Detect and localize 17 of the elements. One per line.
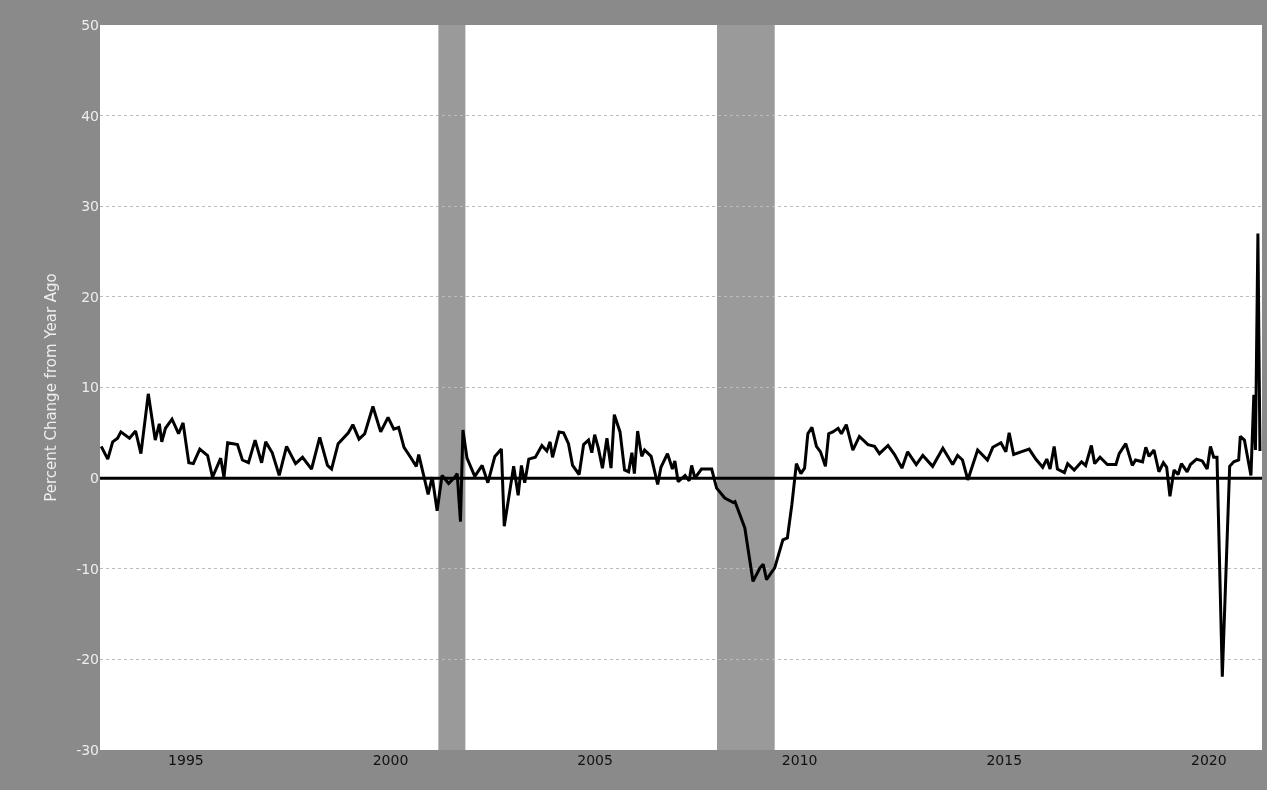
- y-tick-label: -30: [76, 741, 99, 758]
- y-tick-label: 50: [81, 16, 99, 33]
- y-tick-label: 0: [90, 470, 99, 487]
- y-tick-label: 30: [81, 198, 99, 215]
- y-tick-label: -20: [76, 651, 99, 668]
- x-tick-label: 1995: [168, 752, 204, 768]
- x-tick-label: 2005: [577, 752, 613, 768]
- x-tick-label: 2010: [781, 752, 818, 768]
- x-tick-label: 2015: [986, 752, 1023, 768]
- x-tick-label: 2020: [1190, 752, 1227, 768]
- line-series: [100, 231, 1262, 679]
- y-axis-title: Percent Change from Year Ago: [42, 273, 61, 502]
- y-tick-label: 10: [81, 379, 99, 396]
- y-tick-label: 20: [81, 288, 99, 305]
- y-tick-label: -10: [76, 560, 99, 577]
- x-tick-label: 2000: [372, 752, 409, 768]
- y-tick-label: 40: [81, 107, 99, 124]
